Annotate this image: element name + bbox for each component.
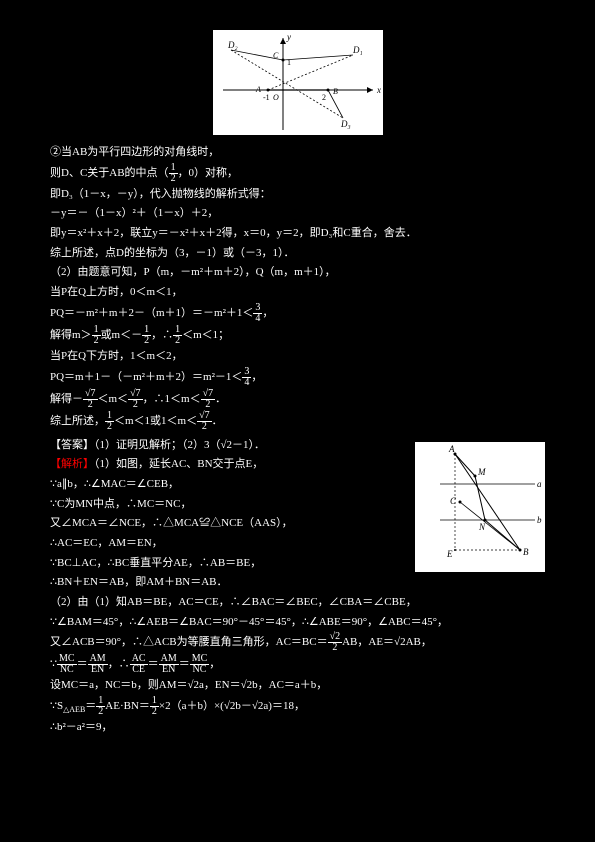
svg-text:2: 2 [322, 93, 326, 102]
svg-text:A: A [255, 85, 261, 94]
svg-text:B: B [523, 547, 529, 557]
svg-text:D₂: D₂ [227, 40, 238, 50]
svg-text:D₁: D₁ [352, 45, 363, 55]
svg-text:b: b [537, 515, 542, 525]
part-2: （2）由题意可知，P（m，－m²＋m＋2），Q（m，m＋1）， [50, 263, 545, 282]
svg-text:D₃: D₃ [340, 119, 351, 129]
svg-text:E: E [446, 549, 453, 559]
line-4: －y＝－（1－x）²＋（1－x）＋2， [50, 204, 545, 223]
svg-text:O: O [273, 93, 279, 102]
line-10: 当P在Q下方时，1＜m＜2， [50, 347, 545, 366]
line-12: 解得－√72＜m＜√72，∴1＜m＜√72． [50, 389, 545, 410]
jx-11: ∵MCNC＝AMEN，∴ACCE＝AMEN＝MCNC， [50, 654, 545, 675]
svg-text:y: y [286, 32, 291, 42]
line-9: 解得m＞12或m＜－12，∴12＜m＜1； [50, 325, 545, 346]
svg-text:B: B [333, 87, 338, 96]
jx-9: ∵∠BAM＝45°，∴∠AEB＝∠BAC＝90°－45°＝45°，∴∠ABE＝9… [50, 613, 545, 632]
line-8: PQ＝－m²＋m＋2－（m＋1）＝－m²＋1＜34， [50, 303, 545, 324]
svg-text:N: N [478, 522, 486, 532]
line-6: 综上所述，点D的坐标为（3，－1）或（－3，1）． [50, 244, 545, 263]
jx-7: ∴BN＋EN＝AB，即AM＋BN＝AB． [50, 573, 545, 592]
jx-13: ∵S△AEB＝12AE·BN＝12×2（a＋b）×(√2b－√2a)＝18， [50, 696, 545, 717]
line-11: PQ＝m＋1－（－m²＋m＋2）＝m²－1＜34， [50, 367, 545, 388]
jx-10: 又∠ACB＝90°，∴△ACB为等腰直角三角形，AC＝BC＝√22AB，AE＝√… [50, 632, 545, 653]
svg-text:C: C [450, 496, 457, 506]
jx-12: 设MC＝a，NC＝b，则AM＝√2a，EN＝√2b，AC＝a＋b， [50, 676, 545, 695]
line-2: 则D、C关于AB的中点（12，0）对称， [50, 163, 545, 184]
svg-text:-1: -1 [263, 93, 270, 102]
jx-14: ∴b²－a²＝9， [50, 718, 545, 737]
svg-text:x: x [376, 85, 381, 95]
line-1: ②当AB为平行四边形的对角线时， [50, 143, 545, 162]
coordinate-figure: x y O -1 A 2 B 1 C D₂ D₁ D₃ [213, 30, 383, 135]
svg-text:M: M [477, 467, 486, 477]
triangle-figure: a b A B M C N E [415, 442, 545, 572]
line-3: 即D₃（1－x，－y），代入抛物线的解析式得： [50, 185, 545, 204]
svg-text:A: A [448, 444, 455, 454]
jx-8: （2）由（1）知AB＝BE，AC＝CE，∴∠BAC＝∠BEC，∠CBA＝∠CBE… [50, 593, 545, 612]
line-13: 综上所述，12＜m＜1或1＜m＜√72． [50, 411, 545, 432]
line-7: 当P在Q上方时，0＜m＜1， [50, 283, 545, 302]
svg-text:a: a [537, 479, 542, 489]
line-5: 即y＝x²＋x＋2，联立y＝－x²＋x＋2得，x＝0，y＝2，即D₃和C重合，舍… [50, 224, 545, 243]
